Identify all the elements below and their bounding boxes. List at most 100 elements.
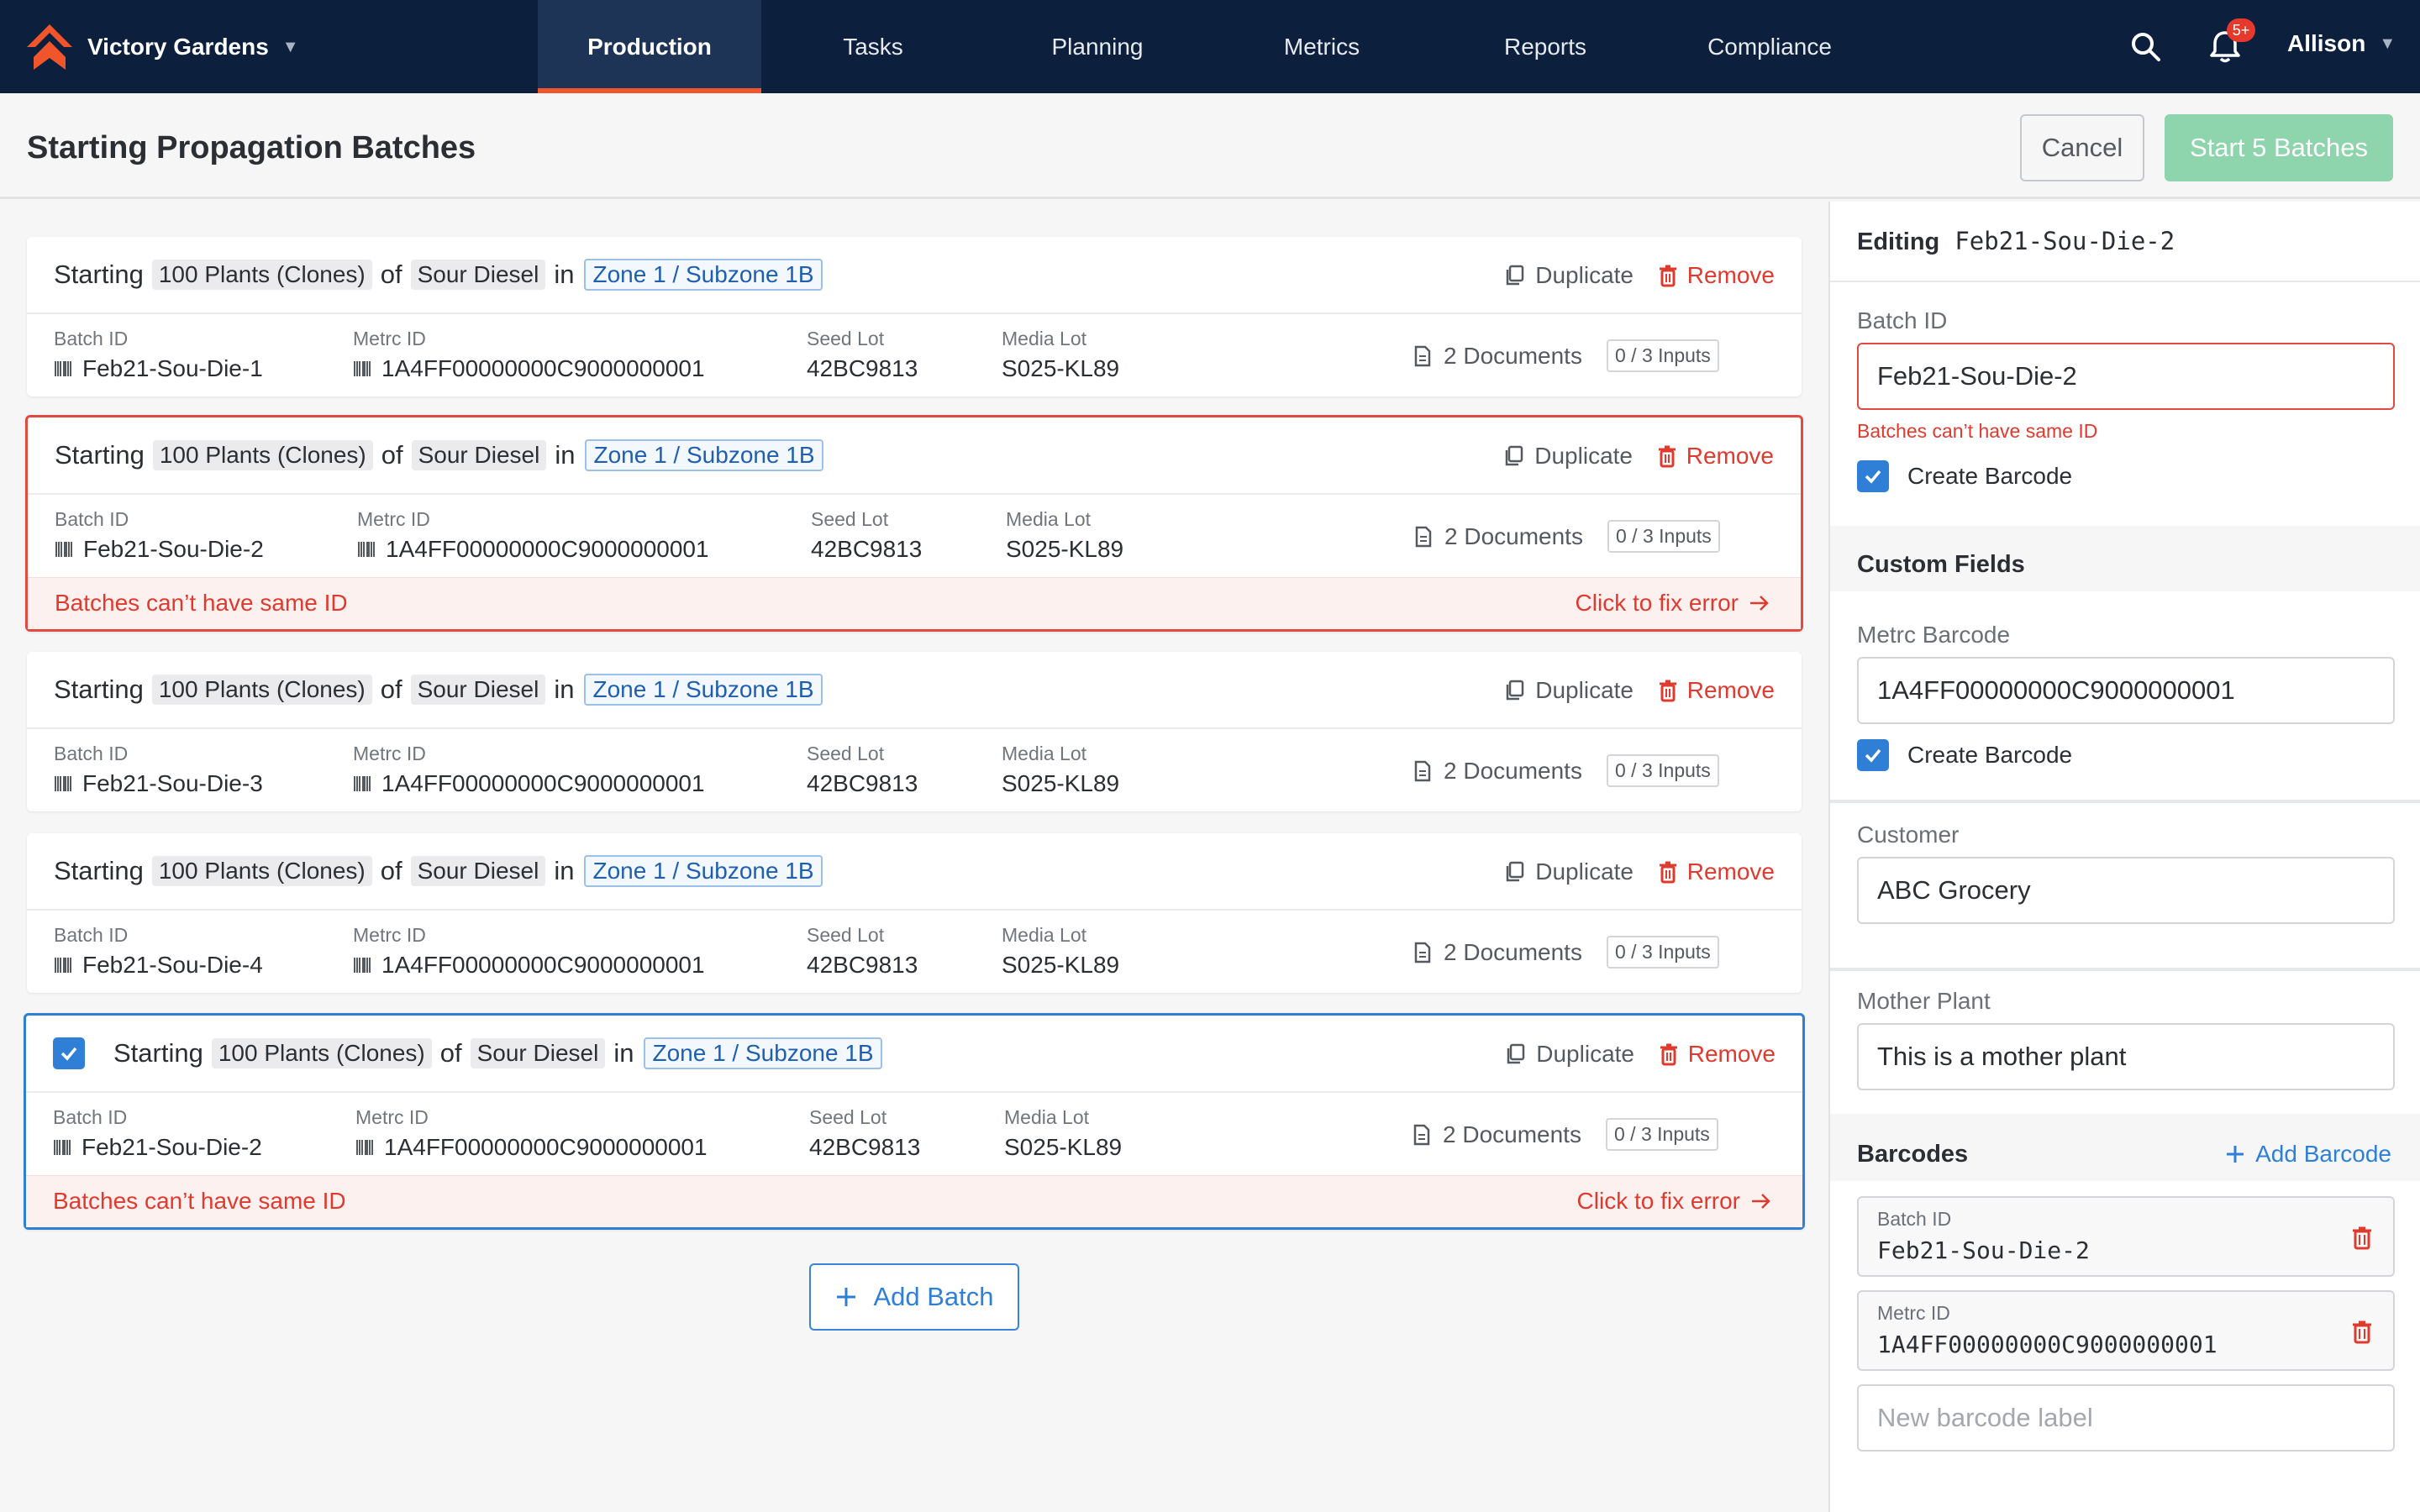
seed-lot-field: Seed Lot 42BC9813 (809, 1106, 920, 1161)
batch-card[interactable]: Starting 100 Plants (Clones) of Sour Diesel… (27, 237, 1802, 396)
remove-label: Remove (1686, 858, 1775, 885)
batch-id-section: Batch ID Feb21-Sou-Die-2 Batches can’t h… (1830, 282, 2420, 526)
tab-tasks[interactable]: Tasks (761, 0, 985, 93)
add-batch-button[interactable]: Add Batch (809, 1263, 1019, 1331)
batch-id-field: Batch ID Feb21-Sou-Die-2 (55, 508, 264, 563)
quantity-chip[interactable]: 100 Plants (Clones) (151, 260, 372, 290)
batch-id-input[interactable]: Feb21-Sou-Die-2 (1857, 343, 2395, 410)
start-batches-button[interactable]: Start 5 Batches (2165, 114, 2393, 181)
duplicate-button[interactable]: Duplicate (1506, 1041, 1634, 1068)
batch-id-field: Batch ID Feb21-Sou-Die-1 (54, 328, 263, 382)
strain-chip[interactable]: Sour Diesel (410, 856, 546, 886)
remove-button[interactable]: Remove (1659, 262, 1775, 289)
remove-button[interactable]: Remove (1659, 858, 1775, 885)
inputs-chip[interactable]: 0 / 3 Inputs (1606, 1118, 1718, 1151)
tab-compliance[interactable]: Compliance (1658, 0, 1881, 93)
duplicate-icon (1507, 680, 1524, 701)
seed-lot-field: Seed Lot 42BC9813 (807, 924, 918, 979)
duplicate-button[interactable]: Duplicate (1505, 262, 1634, 289)
tab-metrics[interactable]: Metrics (1210, 0, 1434, 93)
batch-card[interactable]: Starting 100 Plants (Clones) of Sour Diesel… (27, 833, 1802, 993)
duplicate-label: Duplicate (1536, 1041, 1634, 1067)
batch-card-header: Starting 100 Plants (Clones) of Sour Diesel… (27, 237, 1802, 314)
barcode-label: Batch ID (1877, 1208, 1952, 1230)
create-barcode-checkbox[interactable]: Create Barcode (1857, 460, 2072, 492)
documents-link[interactable]: 2 Documents (1414, 523, 1583, 550)
batch-card-header: Starting 100 Plants (Clones) of Sour Diesel… (28, 417, 1801, 495)
create-barcode-checkbox-2[interactable]: Create Barcode (1857, 739, 2072, 771)
location-chip[interactable]: Zone 1 / Subzone 1B (644, 1037, 882, 1069)
trash-icon[interactable] (2351, 1225, 2373, 1250)
documents-link[interactable]: 2 Documents (1413, 343, 1582, 370)
chevron-down-icon: ▼ (281, 37, 299, 56)
location-chip[interactable]: Zone 1 / Subzone 1B (584, 855, 823, 887)
document-icon (1414, 345, 1431, 367)
mother-plant-input[interactable]: This is a mother plant (1857, 1023, 2395, 1090)
field-label: Batch ID (55, 508, 129, 530)
trash-icon[interactable] (2351, 1319, 2373, 1344)
batch-card[interactable]: Starting 100 Plants (Clones) of Sour Diesel… (24, 1013, 1805, 1230)
documents-label: 2 Documents (1444, 343, 1582, 369)
remove-button[interactable]: Remove (1659, 677, 1775, 704)
metrc-barcode-input[interactable]: 1A4FF00000000C9000000001 (1857, 657, 2395, 724)
customer-input[interactable]: ABC Grocery (1857, 857, 2395, 924)
starting-word: Starting (54, 675, 144, 704)
remove-button[interactable]: Remove (1660, 1041, 1776, 1068)
documents-link[interactable]: 2 Documents (1413, 758, 1582, 785)
batch-card[interactable]: Starting 100 Plants (Clones) of Sour Diesel… (27, 652, 1802, 811)
batch-id-value: Feb21-Sou-Die-2 (82, 1134, 262, 1160)
seed-lot-value: 42BC9813 (809, 1134, 921, 1160)
field-label: Seed Lot (809, 1106, 887, 1128)
remove-button[interactable]: Remove (1658, 443, 1774, 470)
inputs-chip[interactable]: 0 / 3 Inputs (1607, 339, 1719, 372)
field-label: Metrc ID (357, 508, 430, 530)
duplicate-button[interactable]: Duplicate (1505, 858, 1634, 885)
customer-label: Customer (1857, 822, 1960, 848)
quantity-chip[interactable]: 100 Plants (Clones) (152, 440, 373, 470)
inputs-chip[interactable]: 0 / 3 Inputs (1607, 936, 1719, 969)
batch-sentence: Starting 100 Plants (Clones) of Sour Diesel… (54, 855, 823, 887)
strain-chip[interactable]: Sour Diesel (410, 260, 546, 290)
fix-error-label: Click to fix error (1575, 590, 1739, 616)
batch-sentence: Starting 100 Plants (Clones) of Sour Diesel… (54, 674, 823, 706)
documents-link[interactable]: 2 Documents (1413, 1121, 1581, 1148)
quantity-chip[interactable]: 100 Plants (Clones) (211, 1038, 432, 1068)
metrc-id-value: 1A4FF00000000C9000000001 (384, 1134, 708, 1160)
batch-card[interactable]: Starting 100 Plants (Clones) of Sour Diesel… (25, 415, 1803, 632)
tab-reports[interactable]: Reports (1434, 0, 1657, 93)
barcode-icon (54, 1140, 71, 1155)
documents-label: 2 Documents (1444, 758, 1582, 784)
brand-switcher[interactable]: Victory Gardens ▼ (25, 22, 299, 72)
quantity-chip[interactable]: 100 Plants (Clones) (151, 675, 372, 705)
duplicate-button[interactable]: Duplicate (1504, 443, 1633, 470)
batch-select-checkbox[interactable] (53, 1037, 85, 1069)
barcode-icon (356, 1140, 373, 1155)
new-barcode-input[interactable]: New barcode label (1857, 1384, 2395, 1452)
quantity-chip[interactable]: 100 Plants (Clones) (151, 856, 372, 886)
location-chip[interactable]: Zone 1 / Subzone 1B (585, 439, 823, 471)
notification-badge: 5+ (2227, 18, 2255, 42)
inputs-chip[interactable]: 0 / 3 Inputs (1607, 754, 1719, 787)
tab-planning[interactable]: Planning (986, 0, 1209, 93)
fix-error-link[interactable]: Click to fix error (1577, 1188, 1772, 1215)
fix-error-link[interactable]: Click to fix error (1576, 590, 1770, 617)
user-menu[interactable]: Allison ▼ (2287, 30, 2396, 57)
of-word: of (380, 675, 402, 704)
tab-label: Compliance (1707, 33, 1832, 60)
location-chip[interactable]: Zone 1 / Subzone 1B (584, 674, 823, 706)
cancel-button[interactable]: Cancel (2020, 114, 2144, 181)
add-barcode-label: Add Barcode (2255, 1141, 2391, 1167)
strain-chip[interactable]: Sour Diesel (411, 440, 547, 470)
tab-production[interactable]: Production (538, 0, 761, 93)
field-label: Seed Lot (807, 328, 885, 349)
seed-lot-field: Seed Lot 42BC9813 (811, 508, 922, 563)
strain-chip[interactable]: Sour Diesel (470, 1038, 606, 1068)
add-barcode-button[interactable]: Add Barcode (2225, 1141, 2391, 1168)
search-icon[interactable] (2128, 29, 2165, 66)
documents-link[interactable]: 2 Documents (1413, 939, 1582, 966)
strain-chip[interactable]: Sour Diesel (410, 675, 546, 705)
duplicate-button[interactable]: Duplicate (1505, 677, 1634, 704)
metrc-barcode-label: Metrc Barcode (1857, 622, 2011, 648)
location-chip[interactable]: Zone 1 / Subzone 1B (584, 259, 823, 291)
inputs-chip[interactable]: 0 / 3 Inputs (1607, 520, 1720, 553)
